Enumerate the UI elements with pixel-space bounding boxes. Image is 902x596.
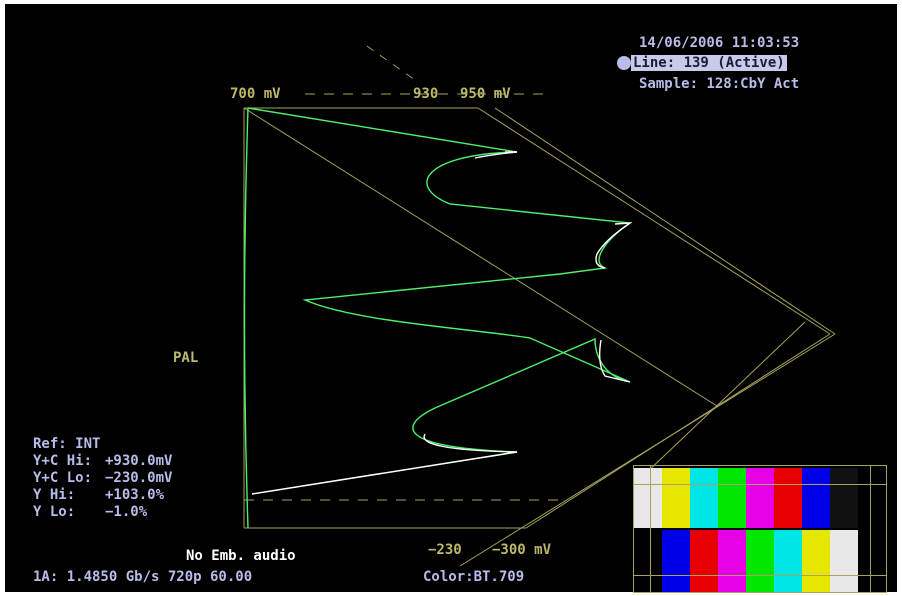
readout-label: Y+C Hi: (33, 453, 93, 469)
color-bars-top (634, 468, 886, 528)
color-bar (634, 530, 662, 592)
readout-row-yc-hi: Y+C Hi: +930.0mV (33, 453, 172, 470)
readout-label: Y Hi: (33, 487, 76, 503)
signal-format: 1A: 1.4850 Gb/s 720p 60.00 (33, 569, 253, 585)
trace-chroma-green (247, 107, 632, 495)
picture-thumbnail[interactable] (633, 465, 887, 593)
graticule-upper-right-edge (477, 107, 831, 335)
safe-area-line-right (870, 466, 871, 592)
color-bar (858, 530, 886, 592)
color-bar (774, 468, 802, 528)
audio-status: No Emb. audio (186, 548, 296, 564)
readout-value: +103.0% (105, 487, 165, 503)
color-bar (746, 530, 774, 592)
trace-white-peak-1 (474, 151, 518, 159)
safe-area-line-left (650, 466, 651, 592)
color-bars-bottom (634, 530, 886, 592)
trace-left-green (243, 107, 249, 529)
color-bar (718, 530, 746, 592)
graticule-corner-dashed (366, 45, 416, 81)
color-space: Color:BT.709 (423, 569, 525, 585)
trace-white-peak-4 (251, 433, 518, 495)
graticule (243, 45, 836, 567)
trace-white-peak-2 (595, 222, 633, 269)
readout-label: Y+C Lo: (33, 470, 93, 486)
scale-label-930: 930 (413, 86, 439, 102)
color-bar (634, 468, 662, 528)
color-bar (858, 468, 886, 528)
color-bar (830, 530, 858, 592)
waveform-traces (243, 107, 633, 529)
color-bar (746, 468, 774, 528)
readout-row-y-lo: Y Lo: −1.0% (33, 504, 172, 521)
color-bar (802, 530, 830, 592)
line-selector[interactable]: Line: 139 (Active) (631, 55, 787, 71)
graticule-diagonal (243, 107, 718, 407)
graticule-outer-lower (459, 333, 836, 567)
color-bar (830, 468, 858, 528)
readout-value: −1.0% (105, 504, 148, 520)
measurement-readout: Ref: INT Y+C Hi: +930.0mV Y+C Lo: −230.0… (33, 436, 172, 521)
scope-display: 700 mV 930 950 mV −230 −300 mV PAL 14/06… (5, 4, 897, 593)
graticule-outer-upper (494, 107, 836, 335)
ref-readout: Ref: INT (33, 436, 172, 453)
safe-area-line-top (634, 484, 886, 485)
standard-label: PAL (173, 350, 199, 366)
color-bar (690, 468, 718, 528)
scale-label-minus300mv: −300 mV (492, 542, 552, 558)
scale-label-950mv: 950 mV (460, 86, 511, 102)
color-bar (662, 530, 690, 592)
scale-label-700mv: 700 mV (230, 86, 281, 102)
readout-value: −230.0mV (105, 470, 173, 486)
diamond-waveform-display (243, 45, 836, 567)
readout-row-yc-lo: Y+C Lo: −230.0mV (33, 470, 172, 487)
sample-readout: Sample: 128:CbY Act (639, 76, 800, 92)
readout-label: Y Lo: (33, 504, 76, 520)
color-bar (774, 530, 802, 592)
color-bar (690, 530, 718, 592)
color-bar (662, 468, 690, 528)
graticule-inner-lower (644, 321, 806, 475)
color-bar (802, 468, 830, 528)
trace-white-peak-3 (598, 339, 631, 383)
color-bar (718, 468, 746, 528)
scale-label-minus230: −230 (428, 542, 462, 558)
readout-value: +930.0mV (105, 453, 173, 469)
datetime: 14/06/2006 11:03:53 (639, 35, 800, 51)
readout-row-y-hi: Y Hi: +103.0% (33, 487, 172, 504)
ref-text: Ref: INT (33, 436, 101, 452)
cursor-dot-icon (617, 56, 631, 70)
safe-area-line-bottom (634, 575, 886, 576)
